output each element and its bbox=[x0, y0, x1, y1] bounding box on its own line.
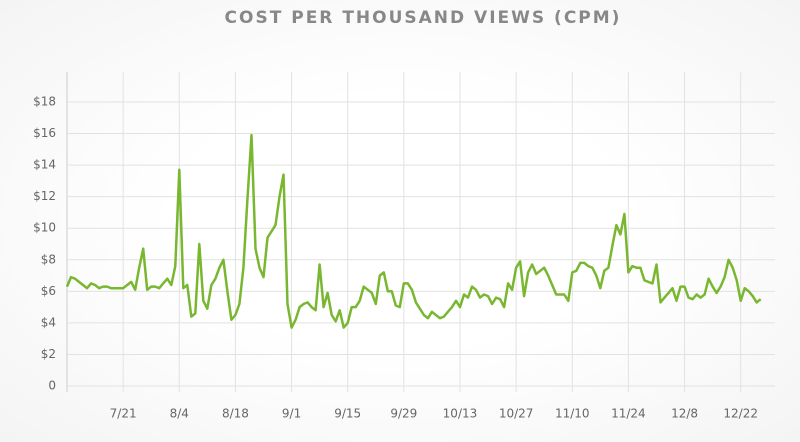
x-tick-label: 9/1 bbox=[282, 407, 301, 421]
y-tick-label: $14 bbox=[33, 158, 56, 172]
x-tick-label: 10/27 bbox=[499, 407, 534, 421]
y-tick-label: $12 bbox=[33, 189, 56, 203]
chart-title: COST PER THOUSAND VIEWS (CPM) bbox=[225, 8, 622, 28]
y-tick-label: $16 bbox=[33, 126, 56, 140]
x-tick-label: 9/29 bbox=[390, 407, 417, 421]
x-tick-label: 12/22 bbox=[723, 407, 758, 421]
y-tick-label: $18 bbox=[33, 95, 56, 109]
line-series bbox=[65, 133, 762, 329]
x-tick-label: 10/13 bbox=[443, 407, 478, 421]
x-tick-label: 7/21 bbox=[110, 407, 137, 421]
x-tick-label: 8/4 bbox=[170, 407, 189, 421]
x-tick-label: 9/15 bbox=[334, 407, 361, 421]
y-tick-label: $6 bbox=[41, 284, 56, 298]
x-tick-label: 11/10 bbox=[555, 407, 590, 421]
x-tick-label: 11/24 bbox=[611, 407, 646, 421]
y-tick-label: 0 bbox=[48, 379, 56, 393]
x-tick-label: 12/8 bbox=[671, 407, 698, 421]
x-tick-label: 8/18 bbox=[222, 407, 249, 421]
y-tick-label: $4 bbox=[41, 315, 56, 329]
y-tick-label: $8 bbox=[41, 252, 56, 266]
y-tick-label: $2 bbox=[41, 347, 56, 361]
y-tick-label: $10 bbox=[33, 221, 56, 235]
